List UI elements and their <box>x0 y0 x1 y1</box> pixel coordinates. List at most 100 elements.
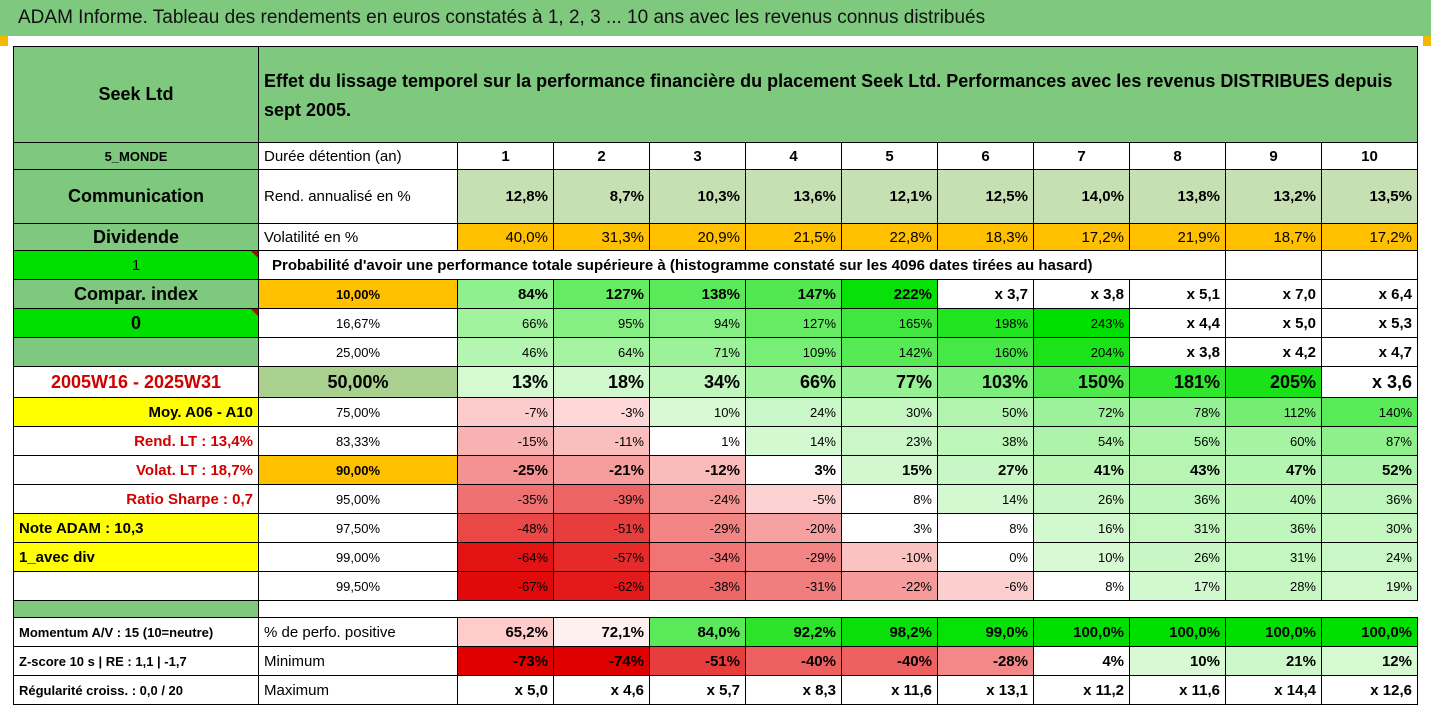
zone-label: 5_MONDE <box>13 142 259 170</box>
quantile-value-cell: x 5,0 <box>1225 308 1322 338</box>
quantile-value-cell: -25% <box>457 455 554 485</box>
corner-marker-left <box>0 36 8 46</box>
row-annual-return: Communication Rend. annualisé en % 12,8% 8,… <box>13 169 1418 224</box>
quantile-value-cell: 66% <box>745 366 842 398</box>
empty-cell <box>1321 250 1418 280</box>
summary-value-cell: 100,0% <box>1033 617 1130 647</box>
quantile-value-cell: 222% <box>841 279 938 309</box>
quantile-value-cell: 30% <box>1321 513 1418 543</box>
quantile-value-cell: 66% <box>457 308 554 338</box>
row-quantile: Compar. index 10,00% 84% 127% 138% 147% 222% x … <box>13 279 1418 309</box>
quantile-value-cell: -21% <box>553 455 650 485</box>
quantile-value-cell: -24% <box>649 484 746 514</box>
annual-return-label: Rend. annualisé en % <box>258 169 458 224</box>
quantile-label: 90,00% <box>258 455 458 485</box>
quantile-value-cell: 204% <box>1033 337 1130 367</box>
row-summary: Régularité croiss. : 0,0 / 20 Maximum x 5,… <box>13 675 1418 705</box>
quantile-value-cell: 78% <box>1129 397 1226 427</box>
quantile-value-cell: x 4,4 <box>1129 308 1226 338</box>
row-quantile: 1_avec div 99,00% -64% -57% -34% -29% -10% 0% 10… <box>13 542 1418 572</box>
row-quantile: Volat. LT : 18,7% 90,00% -25% -21% -12% 3% 15%… <box>13 455 1418 485</box>
year-header: 5 <box>841 142 938 170</box>
volatility-cell: 40,0% <box>457 223 554 251</box>
quantile-value-cell: 94% <box>649 308 746 338</box>
quantile-value-cell: -62% <box>553 571 650 601</box>
period-label: 2005W16 - 2025W31 <box>13 366 259 398</box>
quantile-value-cell: 36% <box>1225 513 1322 543</box>
quantile-value-cell: 15% <box>841 455 938 485</box>
quantile-value-cell: 103% <box>937 366 1034 398</box>
quantile-value-cell: -11% <box>553 426 650 456</box>
summary-value-cell: x 12,6 <box>1321 675 1418 705</box>
long-term-return: Rend. LT : 13,4% <box>13 426 259 456</box>
quantile-value-cell: 150% <box>1033 366 1130 398</box>
quantile-value-cell: 10% <box>1033 542 1130 572</box>
volatility-label: Volatilité en % <box>258 223 458 251</box>
quantile-value-cell: 40% <box>1225 484 1322 514</box>
annual-return-cell: 8,7% <box>553 169 650 224</box>
quantile-value-cell: 24% <box>745 397 842 427</box>
company-name: Seek Ltd <box>13 46 259 143</box>
summary-value-cell: 4% <box>1033 646 1130 676</box>
quantile-value-cell: x 4,2 <box>1225 337 1322 367</box>
volatility-cell: 20,9% <box>649 223 746 251</box>
volatility-cell: 17,2% <box>1321 223 1418 251</box>
quantile-value-cell: 8% <box>841 484 938 514</box>
row-spacer <box>13 600 1418 618</box>
summary-value-cell: x 8,3 <box>745 675 842 705</box>
row-quantile: Rend. LT : 13,4% 83,33% -15% -11% 1% 14% 23% 38… <box>13 426 1418 456</box>
year-header: 3 <box>649 142 746 170</box>
quantile-label: 99,00% <box>258 542 458 572</box>
quantile-value-cell: -5% <box>745 484 842 514</box>
summary-value-cell: 10% <box>1129 646 1226 676</box>
row-quantile: 0 16,67% 66% 95% 94% 127% 165% 198% 243% x 4,4 x 5… <box>13 308 1418 338</box>
quantile-value-cell: 13% <box>457 366 554 398</box>
quantile-label: 75,00% <box>258 397 458 427</box>
quantile-value-cell: x 3,8 <box>1033 279 1130 309</box>
summary-value-cell: 84,0% <box>649 617 746 647</box>
quantile-value-cell: 47% <box>1225 455 1322 485</box>
sector-label: Communication <box>13 169 259 224</box>
quantile-value-cell: 30% <box>841 397 938 427</box>
quantile-value-cell: 87% <box>1321 426 1418 456</box>
corner-marker-right <box>1423 36 1431 46</box>
summary-value-cell: -51% <box>649 646 746 676</box>
quantile-value-cell: -15% <box>457 426 554 456</box>
quantile-value-cell: 38% <box>937 426 1034 456</box>
sharpe-ratio: Ratio Sharpe : 0,7 <box>13 484 259 514</box>
quantile-value-cell: 56% <box>1129 426 1226 456</box>
quantile-value-cell: 36% <box>1129 484 1226 514</box>
empty-side-cell <box>13 337 259 367</box>
quantile-value-cell: 54% <box>1033 426 1130 456</box>
quantile-value-cell: 18% <box>553 366 650 398</box>
annual-return-cell: 12,5% <box>937 169 1034 224</box>
quantile-value-cell: 24% <box>1321 542 1418 572</box>
report-title: ADAM Informe. Tableau des rendements en … <box>0 0 1431 36</box>
summary-value-cell: x 4,6 <box>553 675 650 705</box>
summary-side-label: Momentum A/V : 15 (10=neutre) <box>13 617 259 647</box>
quantile-value-cell: 198% <box>937 308 1034 338</box>
compar-index-label: Compar. index <box>13 279 259 309</box>
dividend-label: Dividende <box>13 223 259 251</box>
quantile-value-cell: 84% <box>457 279 554 309</box>
quantile-value-cell: 72% <box>1033 397 1130 427</box>
row-quantile: 2005W16 - 2025W31 50,00% 13% 18% 34% 66% 77% 10… <box>13 366 1418 398</box>
annual-return-cell: 10,3% <box>649 169 746 224</box>
summary-value-cell: x 11,6 <box>841 675 938 705</box>
quantile-value-cell: -7% <box>457 397 554 427</box>
row-volatility: Dividende Volatilité en % 40,0% 31,3% 20,9% 2… <box>13 223 1418 251</box>
summary-value-cell: 98,2% <box>841 617 938 647</box>
annual-return-cell: 13,6% <box>745 169 842 224</box>
volatility-cell: 31,3% <box>553 223 650 251</box>
annual-return-cell: 14,0% <box>1033 169 1130 224</box>
quantile-value-cell: -67% <box>457 571 554 601</box>
summary-value-cell: -40% <box>841 646 938 676</box>
quantile-value-cell: 140% <box>1321 397 1418 427</box>
quantile-label: 97,50% <box>258 513 458 543</box>
quantile-label: 25,00% <box>258 337 458 367</box>
summary-value-cell: -74% <box>553 646 650 676</box>
row-quantile: Moy. A06 - A10 75,00% -7% -3% 10% 24% 30% 50% 72… <box>13 397 1418 427</box>
summary-value-cell: 100,0% <box>1321 617 1418 647</box>
summary-label: Minimum <box>258 646 458 676</box>
quantile-value-cell: 52% <box>1321 455 1418 485</box>
